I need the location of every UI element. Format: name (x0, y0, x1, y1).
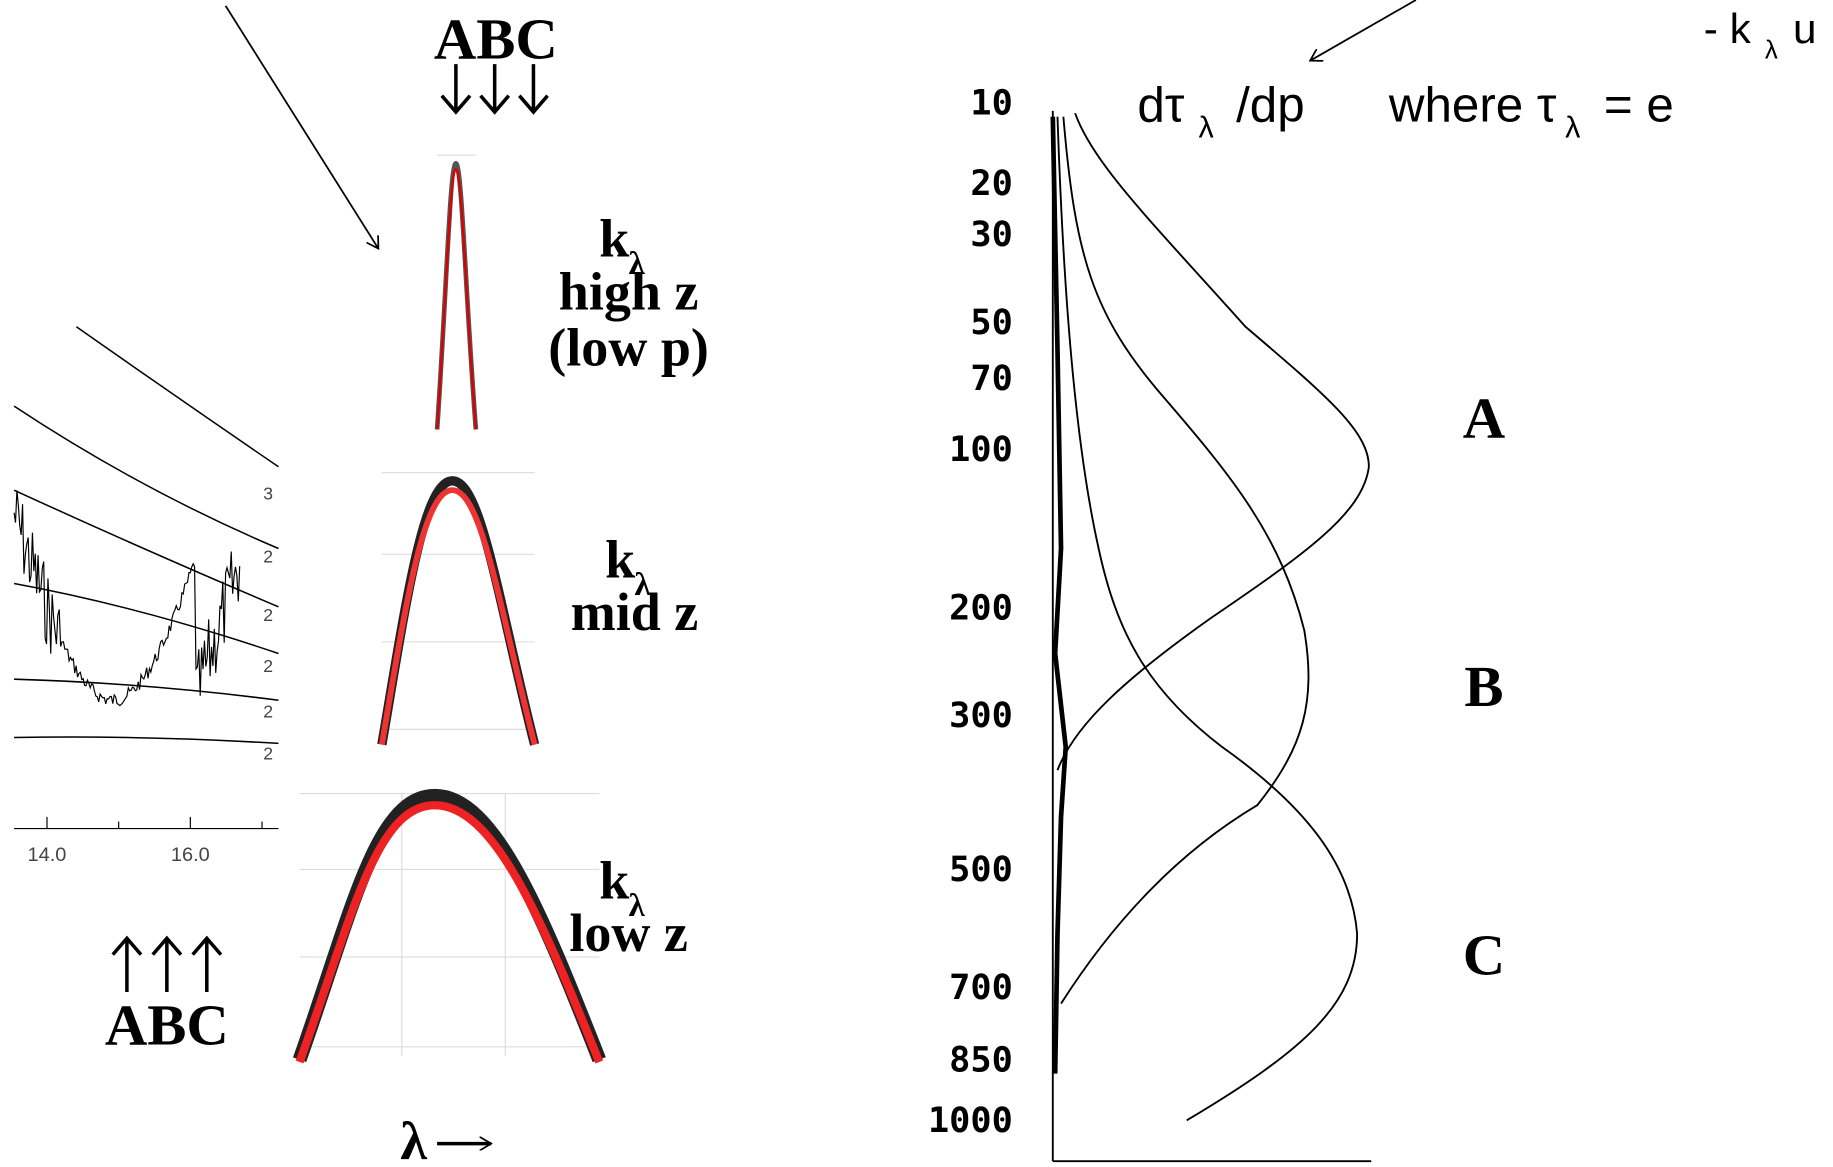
k-subscript: λ (629, 888, 646, 924)
letters: ABC (434, 7, 558, 72)
layer-letter: C (1463, 923, 1505, 988)
k-label: k (605, 530, 635, 590)
side-label: 2 (263, 605, 273, 625)
formula: dτ λ /dp where τ λ = e - k λ u (1137, 5, 1816, 144)
k-subscript: λ (635, 567, 652, 603)
pointer-arrow (224, 5, 379, 249)
wavelength-label: λ (400, 1111, 427, 1167)
side-label: 2 (263, 702, 273, 722)
pressure-label: 20 (970, 163, 1012, 204)
tick-label: 16.0 (171, 844, 210, 866)
layer-letter: A (1463, 386, 1505, 451)
formula-text: /dp (1236, 78, 1305, 133)
k-subscript: λ (629, 246, 646, 282)
tick-label: 14.0 (28, 844, 67, 866)
pressure-label: 200 (949, 588, 1013, 629)
k-label: k (599, 209, 629, 269)
pressure-label: 300 (949, 695, 1013, 736)
letters: ABC (105, 993, 229, 1058)
k-label: k (599, 851, 629, 911)
pressure-label: 50 (970, 302, 1012, 343)
pressure-label: 700 (949, 967, 1013, 1008)
formula-exponent: - k (1704, 5, 1752, 52)
weighting-plot (1050, 110, 1372, 1163)
side-label: 2 (263, 656, 273, 676)
formula-text: dτ (1137, 78, 1185, 133)
profile-label: low z (569, 903, 688, 963)
up-arrows (111, 935, 223, 992)
formula-subscript: λ (1565, 111, 1580, 145)
pressure-label: 10 (970, 82, 1012, 123)
side-label: 3 (263, 484, 273, 504)
side-label: 2 (263, 547, 273, 567)
formula-text: where τ (1388, 78, 1557, 133)
pointer-arrow (1310, 0, 1417, 61)
profiles (292, 154, 606, 1064)
down-arrows (440, 64, 549, 115)
formula-subscript: λ (1198, 111, 1213, 145)
side-label: 2 (263, 744, 273, 764)
pressure-label: 100 (949, 429, 1013, 470)
layer-letter: B (1464, 654, 1503, 719)
spectrum-panel (13, 326, 279, 830)
profile-label: (low p) (548, 317, 709, 377)
pressure-label: 1000 (928, 1100, 1013, 1141)
pressure-label: 30 (970, 214, 1012, 255)
pressure-label: 850 (949, 1039, 1013, 1080)
pressure-label: 70 (970, 358, 1012, 399)
profile-label: mid z (571, 582, 699, 642)
formula-text: = e (1604, 78, 1674, 133)
pressure-label: 500 (949, 849, 1013, 890)
formula-exponent: u (1793, 5, 1817, 52)
formula-subscript: λ (1765, 36, 1778, 64)
profile-label: high z (559, 261, 699, 321)
